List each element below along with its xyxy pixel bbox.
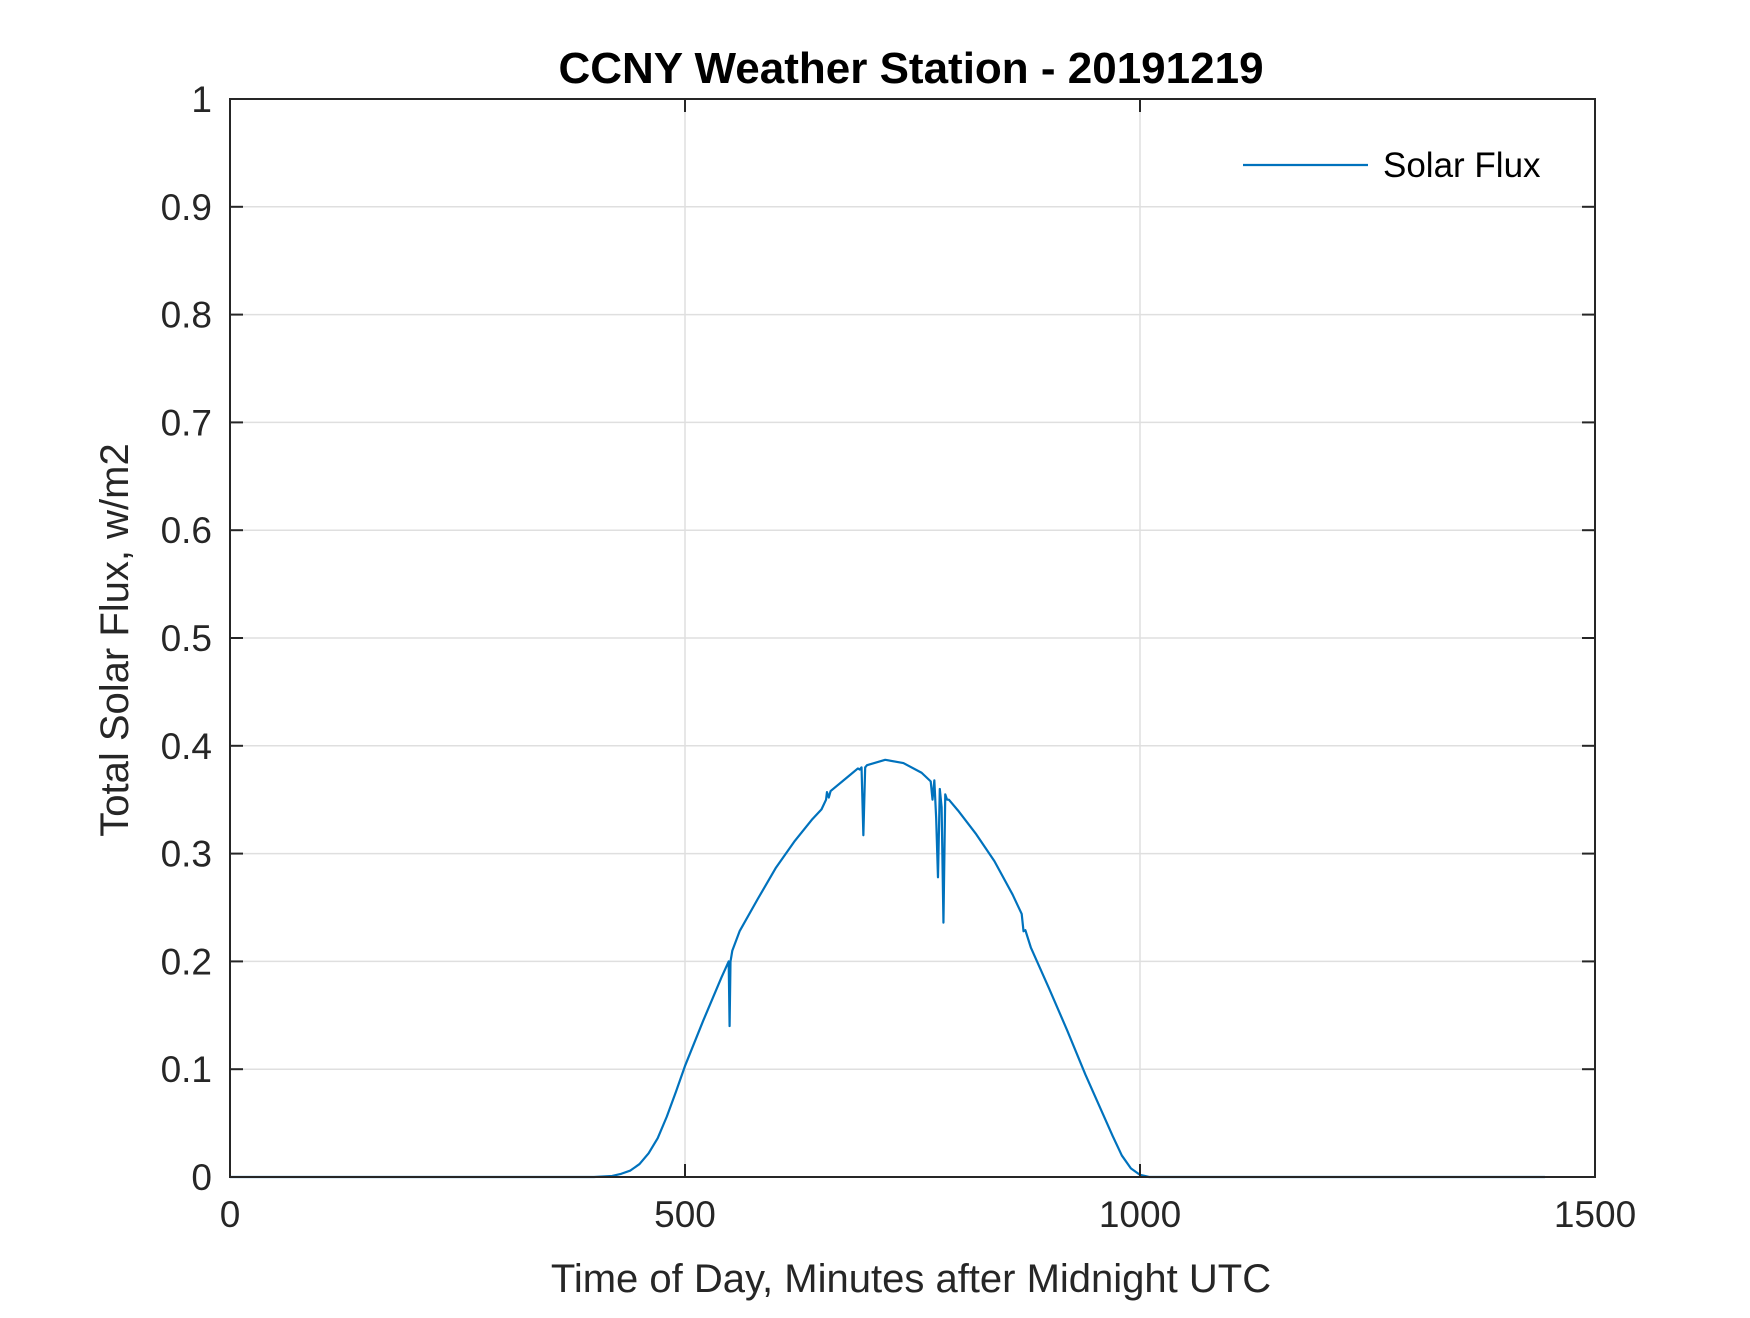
y-tick-label: 0.1 (161, 1049, 212, 1090)
x-tick-label: 500 (654, 1194, 716, 1235)
x-tick-label: 1500 (1554, 1194, 1636, 1235)
chart-title: CCNY Weather Station - 20191219 (558, 44, 1263, 93)
y-tick-label: 0.3 (161, 834, 212, 875)
y-tick-label: 0.8 (161, 295, 212, 336)
y-tick-label: 0 (191, 1157, 212, 1198)
x-tick-label: 1000 (1099, 1194, 1181, 1235)
y-tick-label: 1 (191, 79, 212, 120)
y-tick-label: 0.5 (161, 618, 212, 659)
y-tick-label: 0.9 (161, 187, 212, 228)
x-axis-title: Time of Day, Minutes after Midnight UTC (551, 1257, 1271, 1301)
y-axis-title: Total Solar Flux, w/m2 (93, 443, 137, 836)
legend-label: Solar Flux (1383, 146, 1541, 185)
x-tick-label: 0 (220, 1194, 241, 1235)
y-tick-label: 0.4 (161, 726, 212, 767)
y-tick-label: 0.6 (161, 510, 212, 551)
series-line-solar-flux (230, 758, 1545, 1179)
y-tick-label: 0.7 (161, 402, 212, 443)
y-tick-label: 0.2 (161, 941, 212, 982)
